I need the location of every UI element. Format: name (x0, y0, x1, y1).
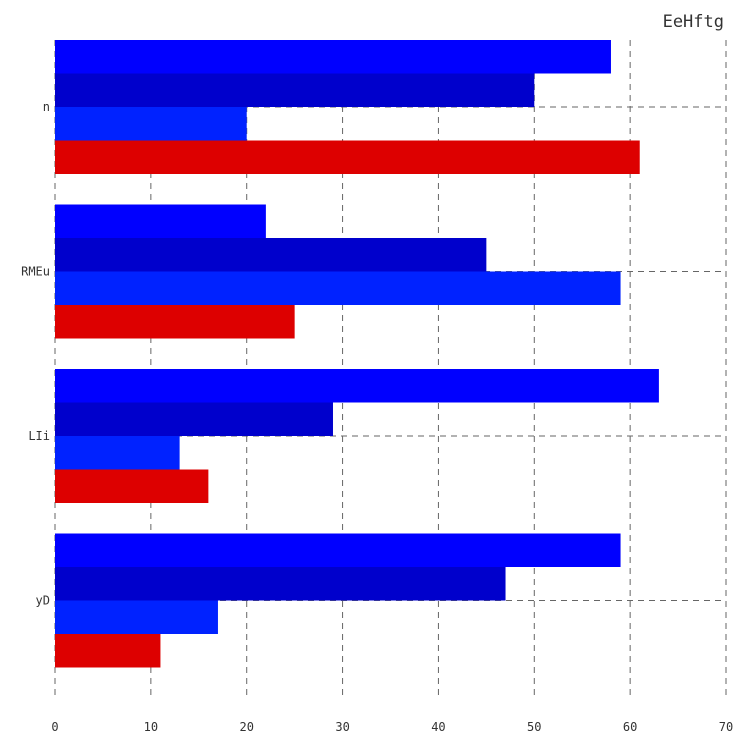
bar (55, 567, 506, 601)
bar (55, 469, 209, 503)
bar (55, 238, 487, 272)
x-tick-label: 40 (431, 720, 445, 734)
bar (55, 107, 247, 141)
bar (55, 204, 266, 238)
bar (55, 436, 180, 470)
x-tick-label: 10 (144, 720, 158, 734)
bar (55, 600, 218, 634)
x-tick-label: 70 (719, 720, 733, 734)
category-labels: n RMEu LIi yD (21, 100, 50, 608)
category-label: LIi (28, 429, 50, 443)
bar (55, 402, 333, 436)
bar (55, 305, 295, 339)
chart-title: EeHftg (662, 12, 724, 32)
bar (55, 140, 640, 174)
x-tick-label: 30 (335, 720, 349, 734)
category-label: yD (36, 594, 50, 608)
bar (55, 271, 621, 305)
category-label: n (43, 100, 50, 114)
bar (55, 634, 161, 668)
bars (55, 40, 659, 668)
bar (55, 533, 621, 567)
x-tick-label: 0 (51, 720, 58, 734)
bar (55, 369, 659, 403)
bar (55, 73, 535, 107)
x-tick-label: 50 (527, 720, 541, 734)
bar (55, 40, 611, 74)
x-tick-label: 20 (239, 720, 253, 734)
category-label: RMEu (21, 265, 50, 279)
x-axis-ticks: 0 10 20 30 40 50 60 70 (51, 720, 733, 734)
x-tick-label: 60 (623, 720, 637, 734)
